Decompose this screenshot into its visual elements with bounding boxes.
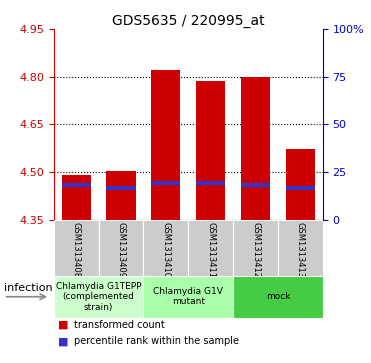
Text: GSM1313409: GSM1313409 bbox=[116, 223, 125, 278]
Bar bbox=[54, 220, 99, 276]
Text: Chlamydia G1TEPP
(complemented
strain): Chlamydia G1TEPP (complemented strain) bbox=[56, 282, 141, 312]
Bar bbox=[54, 276, 144, 318]
Text: GSM1313412: GSM1313412 bbox=[251, 223, 260, 278]
Text: GSM1313408: GSM1313408 bbox=[72, 223, 81, 278]
Bar bbox=[151, 181, 180, 185]
Text: infection: infection bbox=[4, 283, 52, 293]
Bar bbox=[233, 220, 278, 276]
Text: ■: ■ bbox=[58, 336, 68, 346]
Bar bbox=[233, 276, 323, 318]
Title: GDS5635 / 220995_at: GDS5635 / 220995_at bbox=[112, 14, 265, 28]
Bar bbox=[62, 175, 91, 220]
Text: percentile rank within the sample: percentile rank within the sample bbox=[74, 336, 239, 346]
Text: GSM1313410: GSM1313410 bbox=[161, 223, 170, 278]
Text: transformed count: transformed count bbox=[74, 320, 165, 330]
Bar bbox=[106, 186, 136, 190]
Bar bbox=[196, 81, 225, 220]
Text: GSM1313413: GSM1313413 bbox=[296, 223, 305, 278]
Bar bbox=[144, 220, 188, 276]
Text: Chlamydia G1V
mutant: Chlamydia G1V mutant bbox=[153, 287, 223, 306]
Bar bbox=[241, 77, 270, 220]
Text: GSM1313411: GSM1313411 bbox=[206, 223, 215, 278]
Bar bbox=[196, 181, 225, 185]
Text: mock: mock bbox=[266, 292, 290, 301]
Bar bbox=[151, 70, 180, 220]
Bar bbox=[286, 149, 315, 220]
Bar bbox=[62, 183, 91, 187]
Bar bbox=[278, 220, 323, 276]
Bar bbox=[99, 220, 144, 276]
Bar bbox=[241, 183, 270, 187]
Bar bbox=[106, 171, 136, 220]
Bar bbox=[144, 276, 233, 318]
Text: ■: ■ bbox=[58, 320, 68, 330]
Bar bbox=[286, 186, 315, 190]
Bar bbox=[188, 220, 233, 276]
